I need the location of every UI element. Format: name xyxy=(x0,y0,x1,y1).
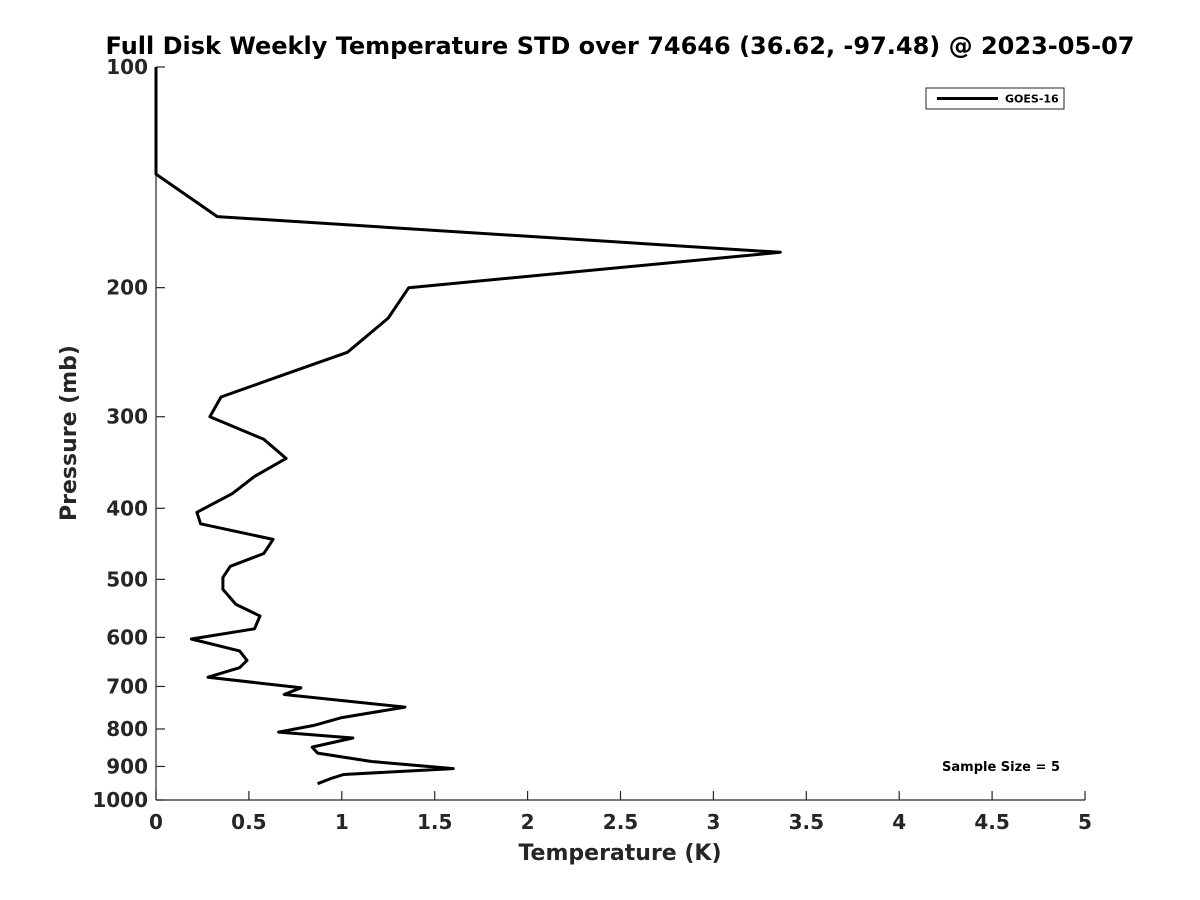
x-tick-label: 0.5 xyxy=(231,810,266,834)
plot-area: 0 0.5 1 1.5 2 2.5 3 3.5 4 4.5 5 100 200 300 400 500 600… xyxy=(92,55,1092,834)
y-tick-label: 900 xyxy=(106,754,148,778)
x-tick-label: 4.5 xyxy=(974,810,1009,834)
x-tick-label: 1 xyxy=(335,810,349,834)
y-tick-label: 500 xyxy=(106,567,148,591)
x-tick-label: 0 xyxy=(149,810,163,834)
y-tick-label: 600 xyxy=(106,625,148,649)
x-axis-ticks: 0 0.5 1 1.5 2 2.5 3 3.5 4 4.5 5 xyxy=(149,791,1092,834)
series-layer xyxy=(154,67,782,786)
y-axis-ticks: 100 200 300 400 500 600 700 800 900 1000 xyxy=(92,55,165,812)
y-tick-label: 100 xyxy=(106,55,148,79)
x-tick-label: 4 xyxy=(892,810,906,834)
legend-label-goes-16: GOES-16 xyxy=(1005,93,1059,106)
chart-title: Full Disk Weekly Temperature STD over 74… xyxy=(106,32,1135,60)
sample-size-annotation: Sample Size = 5 xyxy=(942,760,1060,775)
x-tick-label: 2 xyxy=(521,810,535,834)
x-tick-label: 2.5 xyxy=(603,810,638,834)
y-tick-label: 700 xyxy=(106,674,148,698)
x-tick-label: 5 xyxy=(1078,810,1092,834)
series-line-goes-16 xyxy=(154,67,782,786)
y-tick-label: 800 xyxy=(106,717,148,741)
x-tick-label: 3.5 xyxy=(789,810,824,834)
y-tick-label: 1000 xyxy=(92,788,148,812)
legend: GOES-16 xyxy=(925,87,1065,110)
y-tick-label: 300 xyxy=(106,405,148,429)
x-tick-label: 1.5 xyxy=(417,810,452,834)
y-tick-label: 400 xyxy=(106,496,148,520)
x-axis-label: Temperature (K) xyxy=(518,841,721,866)
y-tick-label: 200 xyxy=(106,276,148,300)
x-tick-label: 3 xyxy=(706,810,720,834)
y-axis-label: Pressure (mb) xyxy=(57,345,82,521)
